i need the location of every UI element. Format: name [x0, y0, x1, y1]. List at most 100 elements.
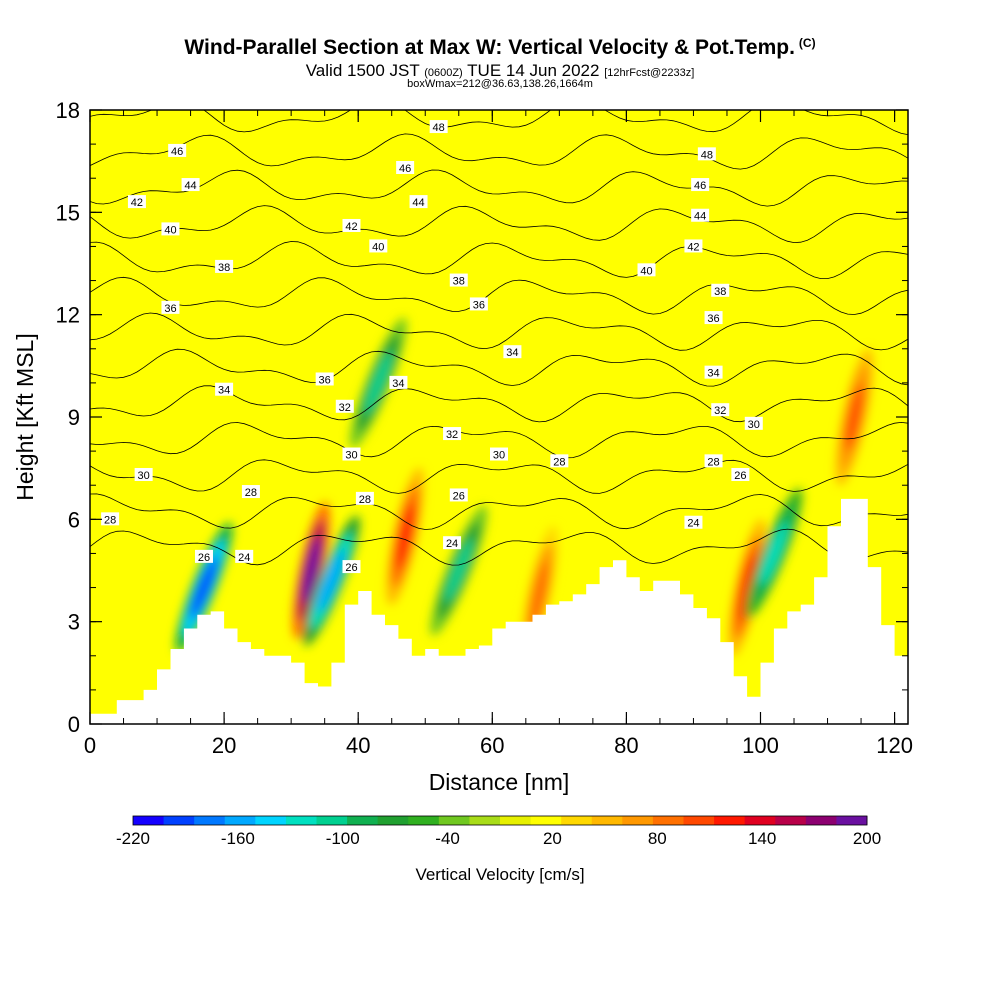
contour-label-bg [443, 427, 462, 441]
contour-label-bg [684, 515, 703, 529]
chart-subtitle: Valid 1500 JST (0600Z) TUE 14 Jun 2022 [… [0, 61, 1000, 81]
y-tick-label: 0 [68, 712, 80, 737]
valid-utc: (0600Z) [424, 67, 463, 79]
theta-contour-38 [90, 276, 908, 315]
colorbar-label: Vertical Velocity [cm/s] [415, 865, 584, 884]
colorbar-swatch [194, 816, 226, 825]
forecast-info: [12hrFcst@2233z] [604, 67, 695, 79]
x-tick-label: 40 [346, 733, 370, 758]
velocity-field [175, 317, 874, 663]
chart-title: Wind-Parallel Section at Max W: Vertical… [0, 36, 1000, 60]
contour-label-bg [409, 195, 428, 209]
colorbar-tick-label: 200 [853, 829, 881, 848]
contour-label: 34 [218, 385, 230, 397]
colorbar-swatch [714, 816, 746, 825]
y-axis-label: Height [Kft MSL] [12, 333, 38, 500]
colorbar-swatch [469, 816, 501, 825]
y-tick-label: 18 [56, 98, 80, 123]
contour-label-bg [503, 345, 522, 359]
contour-label: 46 [399, 163, 411, 175]
contour-label-bg [637, 263, 656, 277]
contour-label-bg [355, 491, 374, 505]
contour-label: 40 [372, 241, 384, 253]
contour-label: 42 [131, 197, 143, 209]
chart-title-text: Wind-Parallel Section at Max W: Vertical… [184, 36, 795, 59]
contour-label: 28 [359, 494, 371, 506]
colorbar-swatch [683, 816, 715, 825]
colorbar-swatch [591, 816, 623, 825]
y-tick-label: 15 [56, 200, 80, 225]
contour-label: 34 [392, 378, 404, 390]
colorbar-tick-label: 80 [648, 829, 667, 848]
chart-title-tag: (C) [798, 36, 816, 50]
contour-label-bg [691, 208, 710, 222]
velocity-updraft [302, 537, 321, 604]
velocity-updraft [530, 561, 549, 628]
contour-label: 44 [694, 211, 706, 223]
contour-label-bg [731, 467, 750, 481]
contour-label: 42 [687, 241, 699, 253]
x-tick-label: 60 [480, 733, 504, 758]
contour-label-bg [369, 239, 388, 253]
contour-label: 34 [506, 347, 518, 359]
velocity-downdraft [364, 351, 393, 415]
colorbar-swatch [530, 816, 562, 825]
contour-label-bg [342, 218, 361, 232]
contour-label: 28 [553, 456, 565, 468]
x-tick-label: 100 [742, 733, 779, 758]
theta-contour-44 [90, 169, 908, 207]
box-info: boxWmax=212@36.63,138.26,1664m [407, 78, 593, 90]
contour-label-bg [335, 399, 354, 413]
contour-label: 24 [446, 538, 458, 550]
contour-label: 30 [345, 450, 357, 462]
contour-label-bg [342, 560, 361, 574]
colorbar-swatch [408, 816, 440, 825]
colorbar-swatch [500, 816, 532, 825]
colorbar-tick-label: 140 [748, 829, 776, 848]
contour-label: 36 [473, 299, 485, 311]
colorbar-swatch [255, 816, 287, 825]
contour-label: 26 [345, 562, 357, 574]
contour-label: 38 [714, 286, 726, 298]
contour-label-bg [684, 239, 703, 253]
theta-contour-24 [90, 528, 908, 566]
contour-label-bg [161, 222, 180, 236]
contour-label-bg [101, 512, 120, 526]
contour-label-bg [490, 447, 508, 461]
colorbar-swatch [744, 816, 776, 825]
theta-contour-48 [90, 110, 908, 135]
contour-label: 40 [164, 224, 176, 236]
contour-label-bg [315, 372, 334, 386]
velocity-updraft [395, 503, 415, 570]
contour-label: 24 [687, 518, 699, 530]
contour-label: 36 [707, 313, 719, 325]
contour-label-bg [168, 143, 187, 157]
colorbar-swatch [377, 816, 409, 825]
y-tick-label: 9 [68, 405, 80, 430]
contour-label-bg [449, 273, 468, 287]
colorbar-swatch [133, 816, 165, 825]
colorbar-swatch [316, 816, 348, 825]
contour-label: 28 [707, 456, 719, 468]
colorbar-swatch [285, 816, 317, 825]
theta-contour-46 [90, 133, 908, 170]
contour-label: 38 [218, 262, 230, 274]
contour-label-bg [744, 416, 763, 430]
colorbar-swatch [836, 816, 868, 825]
colorbar-frame [132, 815, 868, 826]
contour-label-bg [161, 300, 180, 314]
contour-label-bg [691, 178, 710, 192]
colorbar-tick-label: 20 [543, 829, 562, 848]
contour-label-bg [443, 536, 462, 550]
contour-label: 34 [707, 368, 719, 380]
colorbar-swatch [438, 816, 470, 825]
contour-label: 26 [734, 470, 746, 482]
contour-label-bg [235, 549, 254, 563]
x-tick-label: 80 [614, 733, 638, 758]
contour-labels: 46 48 48 44 46 46 42 44 44 40 42 42 38 40 40 38 38 36 36 36… [101, 120, 763, 574]
contour-label: 48 [701, 149, 713, 161]
contour-label: 26 [453, 490, 465, 502]
contour-label-bg [181, 178, 200, 192]
contour-label: 44 [412, 197, 424, 209]
contour-label: 24 [238, 552, 250, 564]
